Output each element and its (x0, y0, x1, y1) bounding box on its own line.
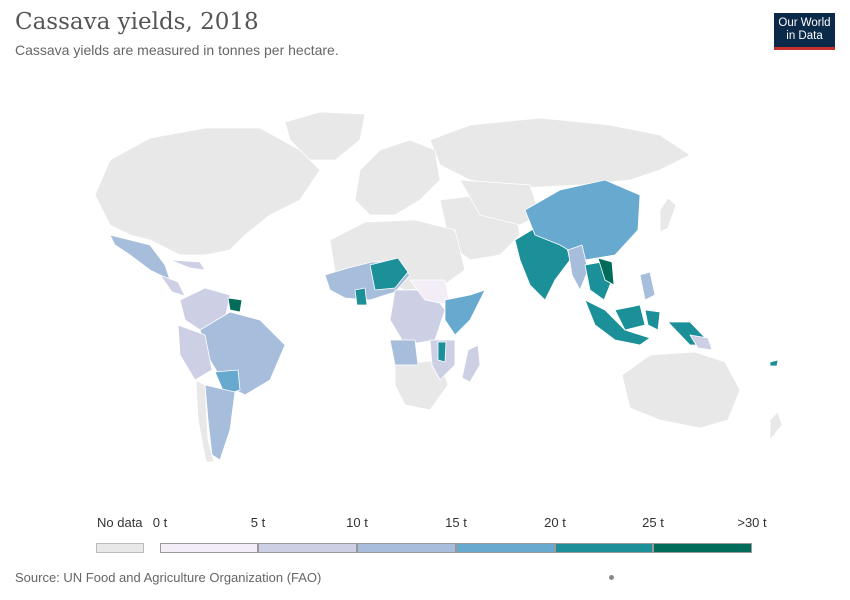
east-africa-region (444, 289, 486, 336)
legend-tick-label: 25 t (642, 515, 664, 530)
north-america-region (94, 127, 321, 256)
legend-tick-label: 20 t (544, 515, 566, 530)
greenland-region (284, 111, 366, 161)
malawi-region (437, 341, 447, 363)
chile-region (195, 379, 215, 463)
guianas-region (227, 297, 243, 313)
europe-region (354, 139, 441, 216)
legend: No data 0 t 5 t 10 t 15 t 20 t 25 t >30 … (0, 505, 850, 565)
pager-dot[interactable] (609, 575, 614, 580)
legend-tick-label: 10 t (346, 515, 368, 530)
source-note: Source: UN Food and Agriculture Organiza… (15, 570, 322, 585)
chart-title: Cassava yields, 2018 (15, 9, 259, 35)
legend-tick-label: 5 t (250, 515, 266, 530)
nigeria-region (369, 257, 409, 291)
australia-region (621, 351, 741, 429)
logo-line-1: Our World (778, 17, 831, 29)
legend-no-data-swatch[interactable] (96, 543, 144, 553)
myanmar-region (567, 244, 589, 291)
logo-line-2: in Data (786, 30, 823, 42)
borneo-region (614, 304, 646, 331)
legend-no-data-label: No data (97, 515, 143, 530)
legend-bin-swatch[interactable] (555, 543, 653, 553)
legend-bin-swatch[interactable] (160, 543, 258, 553)
legend-bin-swatch[interactable] (456, 543, 555, 553)
russia-region (429, 117, 691, 189)
legend-bin-swatch[interactable] (357, 543, 456, 553)
caribbean-region (169, 259, 206, 271)
china-region (524, 179, 641, 261)
legend-bin-swatch[interactable] (653, 543, 752, 553)
ghana-region (354, 287, 368, 306)
legend-max-label: >30 t (737, 515, 767, 530)
japan-region (659, 197, 677, 233)
chart-subtitle: Cassava yields are measured in tonnes pe… (15, 42, 339, 58)
peru-bolivia-region (177, 324, 213, 381)
legend-tick-label: 15 t (445, 515, 467, 530)
world-map[interactable] (0, 80, 850, 480)
sulawesi-region (644, 309, 661, 331)
laos-vietnam-region (597, 257, 615, 286)
angola-region (389, 339, 419, 366)
owid-logo[interactable]: Our World in Data (774, 13, 835, 50)
legend-bin-swatch[interactable] (258, 543, 357, 553)
central-america-region (159, 274, 186, 297)
png-region (689, 334, 713, 351)
pacific-island-region (769, 359, 779, 367)
philippines-region (639, 271, 656, 301)
madagascar-region (461, 344, 481, 383)
brazil-region (199, 311, 286, 396)
argentina-region (204, 384, 236, 461)
new-zealand-region (769, 411, 783, 441)
indonesia-region (584, 299, 651, 346)
legend-tick-label: 0 t (152, 515, 168, 530)
paraguay-region (214, 369, 241, 396)
